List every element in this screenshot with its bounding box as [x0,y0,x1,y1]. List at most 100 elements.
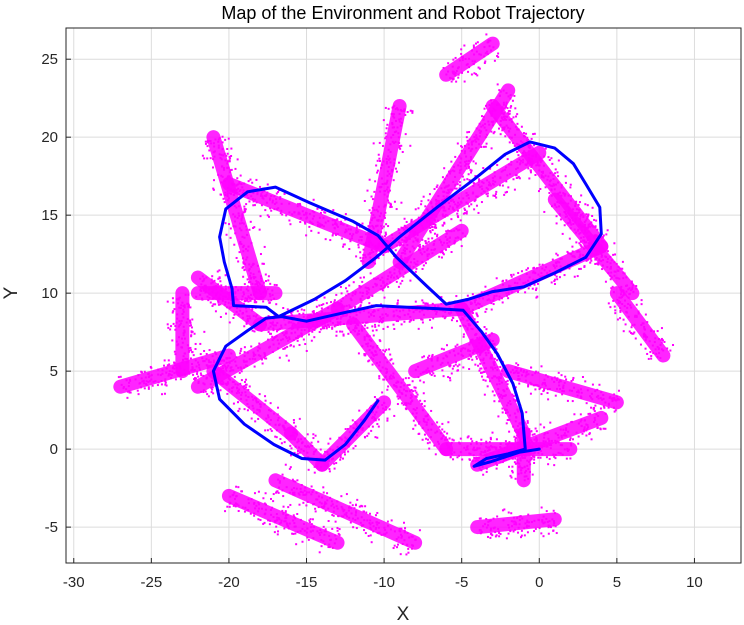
map-point [278,522,281,525]
map-point [269,332,272,335]
map-point [582,216,585,219]
map-point [369,221,372,224]
map-point [533,266,536,269]
map-point [259,215,262,218]
map-point [409,402,412,405]
map-point [281,338,284,341]
map-point [436,440,439,443]
map-point [542,535,545,538]
map-point [507,458,510,461]
map-point [446,238,449,241]
map-point [236,183,239,186]
map-point [424,305,427,308]
map-point [587,242,590,245]
map-point [311,325,314,328]
map-point [324,325,327,328]
map-point [480,367,483,370]
map-point [448,230,451,233]
map-point [466,178,469,181]
map-point [659,357,662,360]
map-point [265,417,268,420]
map-point [347,320,350,323]
map-point [528,521,531,524]
map-point [184,373,187,376]
map-point [653,341,656,344]
map-point [554,432,557,435]
map-point [241,316,244,319]
map-point [277,342,280,345]
map-point [309,315,312,318]
map-point [477,459,480,462]
map-point [506,411,509,414]
map-point [441,249,444,252]
map-point [220,382,223,385]
map-point [328,468,331,471]
map-point [331,223,334,226]
map-point [543,269,546,272]
map-point [475,134,478,137]
map-point [517,175,520,178]
map-point [511,525,514,528]
map-point [318,304,321,307]
map-point [439,432,442,435]
map-point [646,352,649,355]
map-point [409,109,412,112]
map-point [490,357,493,360]
map-point [420,402,423,405]
map-point [229,495,232,498]
map-point [373,396,376,399]
map-point [334,324,337,327]
map-point [235,392,238,395]
map-point [512,425,515,428]
map-point [650,354,653,357]
map-point [572,222,575,225]
map-point [311,217,314,220]
map-point [370,351,373,354]
map-point [479,131,482,134]
map-point [395,309,398,312]
map-point [289,454,292,457]
map-point [348,505,351,508]
map-point [504,412,507,415]
map-point [591,214,594,217]
map-point [583,220,586,223]
map-point [271,335,274,338]
map-point [549,443,552,446]
map-point [226,147,229,150]
map-point [386,278,389,281]
map-point [376,169,379,172]
map-point [226,160,229,163]
map-point [228,306,231,309]
map-point [527,513,530,516]
map-point [546,178,549,181]
map-point [214,351,217,354]
map-point [367,253,370,256]
map-point [236,383,239,386]
map-point [485,33,488,36]
map-point [555,222,558,225]
map-point [587,426,590,429]
map-point [483,62,486,65]
map-point [332,457,335,460]
map-point [385,157,388,160]
map-point [402,378,405,381]
map-point [233,313,236,316]
map-point [566,205,569,208]
map-point [382,144,385,147]
map-point [447,62,450,65]
map-point [350,507,353,510]
map-point [170,325,173,328]
map-point [569,186,572,189]
map-point [310,320,313,323]
map-point [156,384,159,387]
map-point [477,183,480,186]
map-point [234,232,237,235]
map-point [368,315,371,318]
map-point [569,227,572,230]
map-point [381,319,384,322]
map-point [468,312,471,315]
map-point [409,230,412,233]
map-point [436,421,439,424]
map-point [303,309,306,312]
map-point [477,211,480,214]
